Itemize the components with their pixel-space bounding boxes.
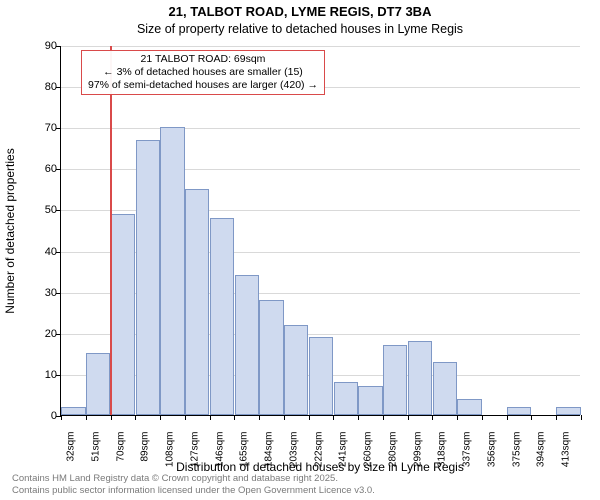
x-tick-mark <box>61 415 62 420</box>
x-tick-mark <box>234 415 235 420</box>
histogram-bar <box>457 399 481 415</box>
annotation-line: 97% of semi-detached houses are larger (… <box>88 79 318 92</box>
gridline <box>61 46 580 47</box>
histogram-bar <box>111 214 135 415</box>
histogram-bar <box>433 362 457 415</box>
x-tick-mark <box>86 415 87 420</box>
y-tick-label: 80 <box>25 81 57 93</box>
x-tick-mark <box>185 415 186 420</box>
x-tick-mark <box>432 415 433 420</box>
chart-title-main: 21, TALBOT ROAD, LYME REGIS, DT7 3BA <box>0 4 600 19</box>
gridline <box>61 128 580 129</box>
x-tick-mark <box>383 415 384 420</box>
histogram-bar <box>86 353 110 415</box>
x-tick-mark <box>358 415 359 420</box>
chart-title-sub: Size of property relative to detached ho… <box>0 22 600 36</box>
annotation-line: ← 3% of detached houses are smaller (15) <box>88 66 318 79</box>
x-tick-mark <box>581 415 582 420</box>
histogram-bar <box>383 345 407 415</box>
x-axis-label: Distribution of detached houses by size … <box>60 460 580 474</box>
y-tick-label: 20 <box>25 328 57 340</box>
y-tick-label: 50 <box>25 204 57 216</box>
footer-credits: Contains HM Land Registry data © Crown c… <box>12 473 375 496</box>
y-tick-label: 30 <box>25 287 57 299</box>
histogram-bar <box>210 218 234 415</box>
y-axis-label: Number of detached properties <box>3 148 17 313</box>
histogram-bar <box>259 300 283 415</box>
histogram-bar <box>136 140 160 415</box>
x-tick-mark <box>284 415 285 420</box>
annotation-box: 21 TALBOT ROAD: 69sqm← 3% of detached ho… <box>81 50 325 95</box>
histogram-bar <box>284 325 308 415</box>
x-tick-label: 356sqm <box>486 432 497 482</box>
property-marker-line <box>110 46 112 415</box>
histogram-bar <box>408 341 432 415</box>
x-tick-mark <box>556 415 557 420</box>
x-tick-mark <box>408 415 409 420</box>
x-tick-mark <box>160 415 161 420</box>
y-tick-label: 0 <box>25 410 57 422</box>
x-tick-mark <box>333 415 334 420</box>
x-tick-label: 394sqm <box>536 432 547 482</box>
y-tick-label: 60 <box>25 163 57 175</box>
x-tick-mark <box>482 415 483 420</box>
x-tick-mark <box>457 415 458 420</box>
x-tick-label: 375sqm <box>511 432 522 482</box>
footer-line: Contains public sector information licen… <box>12 485 375 496</box>
histogram-bar <box>185 189 209 415</box>
x-tick-mark <box>507 415 508 420</box>
y-tick-label: 40 <box>25 246 57 258</box>
histogram-bar <box>61 407 85 415</box>
x-tick-mark <box>111 415 112 420</box>
x-tick-label: 318sqm <box>437 432 448 482</box>
x-tick-label: 413sqm <box>561 432 572 482</box>
x-tick-mark <box>135 415 136 420</box>
histogram-bar <box>507 407 531 415</box>
histogram-bar <box>235 275 259 415</box>
y-tick-label: 70 <box>25 122 57 134</box>
annotation-line: 21 TALBOT ROAD: 69sqm <box>88 53 318 66</box>
x-tick-mark <box>309 415 310 420</box>
y-tick-label: 90 <box>25 40 57 52</box>
footer-line: Contains HM Land Registry data © Crown c… <box>12 473 375 484</box>
x-tick-label: 299sqm <box>412 432 423 482</box>
y-tick-label: 10 <box>25 369 57 381</box>
histogram-bar <box>160 127 184 415</box>
x-tick-mark <box>531 415 532 420</box>
x-tick-label: 280sqm <box>387 432 398 482</box>
x-tick-label: 337sqm <box>462 432 473 482</box>
x-tick-mark <box>210 415 211 420</box>
chart-container: 21, TALBOT ROAD, LYME REGIS, DT7 3BA Siz… <box>0 0 600 500</box>
histogram-bar <box>309 337 333 415</box>
histogram-bar <box>358 386 382 415</box>
histogram-bar <box>334 382 358 415</box>
plot-area: 010203040506070809032sqm51sqm70sqm89sqm1… <box>60 46 580 416</box>
x-tick-mark <box>259 415 260 420</box>
histogram-bar <box>556 407 580 415</box>
